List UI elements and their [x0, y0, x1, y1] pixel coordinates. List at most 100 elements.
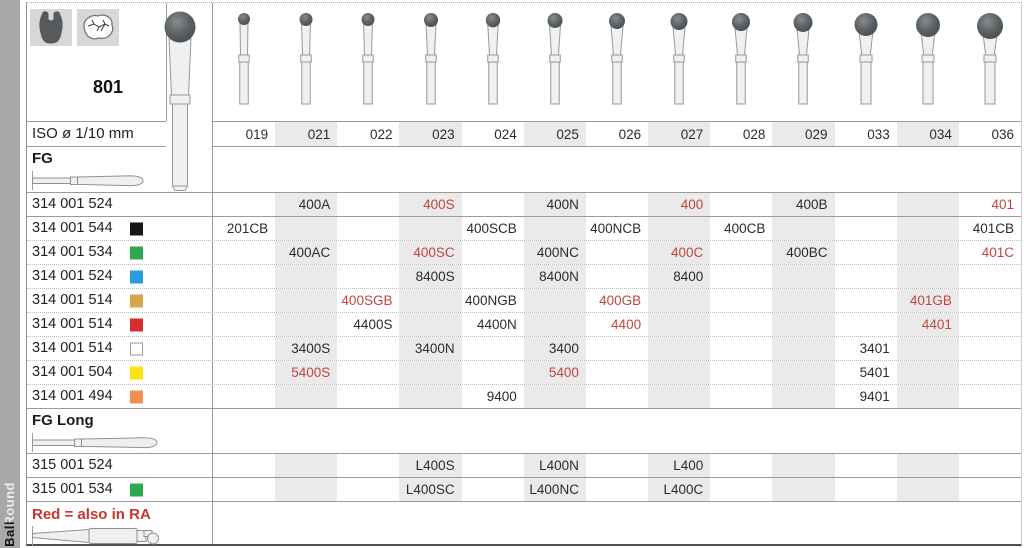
product-cell [586, 478, 648, 501]
product-cell [275, 289, 338, 312]
fg-long-empty-cells [212, 409, 1021, 453]
product-cell: 3400N [399, 337, 462, 360]
side-tab: Round Ball [0, 0, 20, 548]
product-code: 400 [680, 197, 704, 212]
iso-code-label: 314 001 504 [27, 361, 212, 384]
product-cell [337, 193, 399, 216]
iso-size-cell-022: 022 [337, 122, 399, 146]
product-cell [959, 361, 1021, 384]
product-cell [896, 217, 959, 240]
product-code: 400SGB [341, 293, 393, 308]
product-cell: 400AC [275, 241, 338, 264]
product-cell: 400SCB [462, 217, 524, 240]
product-code: 5400S [291, 365, 331, 380]
bur-image-column-025 [524, 3, 586, 121]
product-code: 400NC [536, 245, 579, 260]
iso-code-text: 314 001 494 [32, 388, 113, 404]
product-cell: 400N [523, 193, 586, 216]
product-cell [399, 289, 462, 312]
product-code: 4400S [353, 317, 393, 332]
product-cell [586, 193, 648, 216]
product-cell [772, 337, 835, 360]
product-cell [213, 478, 275, 501]
table-row: 314 001 514 3400S 3400N 3400 3401 [27, 336, 1021, 360]
product-cell [462, 478, 524, 501]
iso-code-text: 314 001 544 [32, 220, 113, 236]
iso-code-text: 314 001 524 [32, 268, 113, 284]
iso-size-row: ISO ø 1/10 mm 019 021 022 023 024 025 026 027 02… [27, 121, 1021, 146]
grit-color-chip [130, 483, 143, 496]
iso-size-value: 034 [929, 126, 952, 142]
iso-code-text: 314 001 504 [32, 364, 113, 380]
grit-color-chip [130, 366, 143, 379]
product-cell [586, 241, 648, 264]
product-cell [896, 361, 959, 384]
product-cell [586, 385, 648, 408]
table-row: 314 001 514 400SGB 400NGB 400GB 401GB [27, 288, 1021, 312]
product-cell: 400NCB [586, 217, 648, 240]
product-code: 9401 [859, 389, 890, 404]
product-cell [896, 241, 959, 264]
product-cell [213, 385, 275, 408]
product-cell [399, 361, 462, 384]
product-code: 8400 [673, 269, 704, 284]
iso-size-value: 021 [307, 126, 331, 142]
product-cell [772, 289, 835, 312]
product-cell: 4400N [462, 313, 524, 336]
product-cell [462, 265, 524, 288]
product-cell [275, 454, 338, 477]
product-cell [213, 337, 275, 360]
product-cell [835, 241, 897, 264]
tooth-crown-icon [30, 9, 72, 46]
product-cell [523, 217, 586, 240]
product-code: 400N [546, 197, 579, 212]
table-row: 314 001 504 5400S 5400 5401 [27, 360, 1021, 384]
product-cell [275, 265, 338, 288]
product-cell [213, 289, 275, 312]
product-cell [710, 454, 772, 477]
iso-size-cell-034: 034 [896, 122, 959, 146]
product-cell [586, 454, 648, 477]
product-code: 3400 [548, 341, 579, 356]
product-code: 3400S [291, 341, 331, 356]
product-cell [648, 337, 711, 360]
iso-code-label: 314 001 524 [27, 265, 212, 288]
product-cell [710, 265, 772, 288]
product-cell [648, 217, 711, 240]
product-code: 400GB [599, 293, 642, 308]
grit-color-chip [130, 318, 143, 331]
product-cell: 400SGB [337, 289, 399, 312]
product-cell [337, 217, 399, 240]
bur-image-column-026 [586, 3, 648, 121]
product-cell [959, 313, 1021, 336]
product-cell [896, 385, 959, 408]
note-empty-cells [212, 502, 1021, 544]
iso-size-cell-025: 025 [523, 122, 586, 146]
product-cell [896, 478, 959, 501]
product-cell: L400N [523, 454, 586, 477]
iso-code-text: 314 001 514 [32, 316, 113, 332]
product-cell: 3400 [523, 337, 586, 360]
table-row: 314 001 534 400AC 400SC 400NC 400C 400BC 401C [27, 240, 1021, 264]
product-cell [772, 385, 835, 408]
iso-code-label: 315 001 524 [27, 454, 212, 477]
product-cell: L400C [648, 478, 711, 501]
fg-shank-icon [31, 169, 151, 191]
table-row: 314 001 524 8400S 8400N 8400 [27, 264, 1021, 288]
product-cell [835, 289, 897, 312]
product-cell [835, 217, 897, 240]
featured-bur-image [164, 3, 212, 192]
bur-image-column-028 [710, 3, 772, 121]
product-cell [586, 265, 648, 288]
grit-color-chip [130, 294, 143, 307]
table-row: 314 001 494 9400 9401 [27, 384, 1021, 408]
product-cell [648, 289, 711, 312]
bur-image-column-033 [835, 3, 897, 121]
product-cell [462, 337, 524, 360]
fg-section-header: FG [27, 146, 1021, 192]
iso-size-cell-033: 033 [835, 122, 897, 146]
row-cells: 201CB 400SCB 400NCB 400CB 401CB [212, 217, 1021, 240]
note-label-area: Red = also in RA [27, 502, 212, 546]
product-cell [959, 454, 1021, 477]
